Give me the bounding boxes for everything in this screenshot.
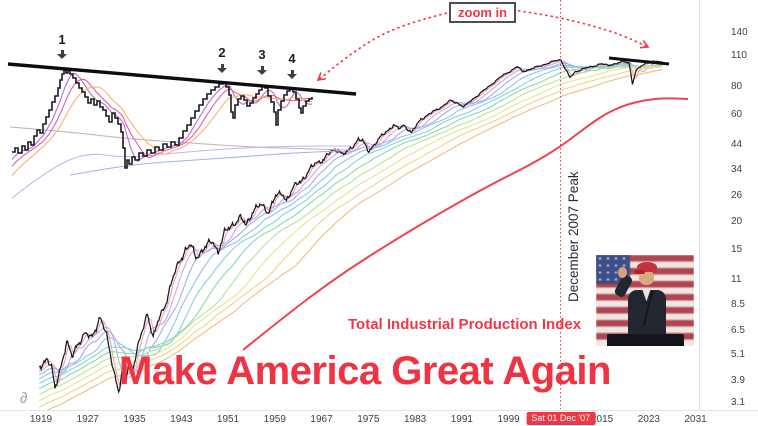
rainbow-ma-line	[38, 66, 663, 408]
x-tick-label: 1919	[29, 414, 53, 425]
x-tick-label: 1935	[123, 414, 146, 425]
podium	[606, 334, 685, 346]
x-tick-label: 2031	[684, 414, 707, 425]
rainbow-ma-line	[38, 65, 663, 395]
x-tick-label: 1927	[76, 414, 99, 425]
raised-hand	[617, 266, 627, 278]
y-tick-label: 3.9	[731, 374, 745, 386]
rainbow-ma-line	[38, 62, 663, 376]
long-ma-red-line	[242, 97, 689, 351]
y-tick-label: 11	[731, 274, 742, 285]
main-trendline[interactable]	[608, 56, 670, 66]
maga-caption[interactable]: Make America Great Again	[119, 349, 611, 393]
x-tick-label: 1975	[357, 414, 380, 425]
y-tick-label: 140	[731, 27, 748, 38]
x-tick-label: 1983	[403, 414, 427, 425]
rainbow-ma-line	[38, 69, 663, 415]
zoom-in-label: zoom in	[458, 5, 508, 20]
down-arrow-icon	[217, 64, 227, 73]
face	[639, 270, 655, 286]
y-tick-label: 3.1	[731, 397, 745, 408]
touch-number: 2	[218, 45, 226, 60]
x-tick-label: 1951	[216, 414, 240, 425]
x-tick-label: 1959	[263, 414, 286, 425]
touch-callout-1[interactable]: 1	[52, 33, 72, 46]
red-cap	[637, 262, 658, 273]
y-tick-label: 60	[731, 109, 743, 121]
rainbow-ma-line	[38, 65, 663, 402]
rainbow-ma-line	[38, 63, 663, 380]
rainbow-ma-line	[38, 65, 663, 390]
inset-ma-line	[11, 78, 312, 167]
touch-number: 3	[258, 47, 266, 62]
price-line-series[interactable]	[38, 59, 663, 394]
rainbow-ma-line	[38, 60, 663, 379]
price-axis[interactable]: 140 110 80 60 44 34 26 20 15 11 8.5 6.5 5.1 3.9 3.1	[699, 0, 758, 410]
touch-callout-3[interactable]: 3	[252, 48, 272, 61]
y-tick-label: 110	[731, 50, 747, 62]
cap-brim	[634, 270, 646, 275]
x-tick-label: 2023	[637, 414, 660, 425]
touch-number: 1	[58, 32, 66, 47]
white-shirt	[642, 288, 651, 302]
y-tick-label: 80	[731, 81, 743, 93]
x-tick-label: 1967	[310, 414, 333, 425]
watermark-logo: ∂	[20, 390, 28, 407]
touch-callout-2[interactable]: 2	[212, 46, 232, 59]
inset-long-ma-line	[9, 126, 351, 151]
y-tick-label: 15	[731, 243, 743, 255]
x-tick-label: 1943	[170, 414, 193, 425]
y-tick-label: 6.5	[731, 325, 745, 337]
y-tick-label: 8.5	[731, 299, 745, 311]
x-tick-label: 1999	[497, 414, 520, 425]
arc-arrowhead	[316, 72, 327, 82]
down-arrow-icon	[57, 50, 67, 59]
time-axis[interactable]: 1919 1927 1935 1943 1951 1959 1967 1975 1983 1991…	[0, 410, 758, 426]
x-tick-label: 1991	[450, 414, 473, 425]
touch-number: 4	[288, 51, 296, 66]
y-tick-label: 34	[731, 164, 743, 176]
series-caption[interactable]: Total Industrial Production Index	[348, 316, 582, 333]
trump-photo[interactable]	[596, 255, 694, 346]
inset-ma-line	[11, 86, 312, 176]
x-tick-label: 2015	[590, 414, 614, 425]
date-marker-chip[interactable]: Sat 01 Dec '07	[526, 412, 596, 425]
inset-long-ma-line	[69, 150, 341, 176]
y-tick-label: 5.1	[731, 348, 745, 360]
inset-trendline[interactable]	[7, 62, 357, 96]
december-2007-peak-label[interactable]: December 2007 Peak	[566, 171, 581, 302]
zoom-arc	[506, 8, 649, 48]
zoom-in-annotation[interactable]: zoom in	[449, 2, 517, 23]
y-tick-label: 26	[731, 190, 743, 202]
arc-arrowhead	[639, 39, 650, 49]
zoom-arc	[317, 12, 448, 81]
down-arrow-icon	[257, 66, 267, 75]
y-tick-label: 44	[731, 139, 743, 151]
touch-callout-4[interactable]: 4	[282, 52, 302, 65]
down-arrow-icon	[287, 70, 297, 79]
inset-price-steps[interactable]	[12, 69, 313, 169]
y-tick-label: 20	[731, 215, 743, 227]
